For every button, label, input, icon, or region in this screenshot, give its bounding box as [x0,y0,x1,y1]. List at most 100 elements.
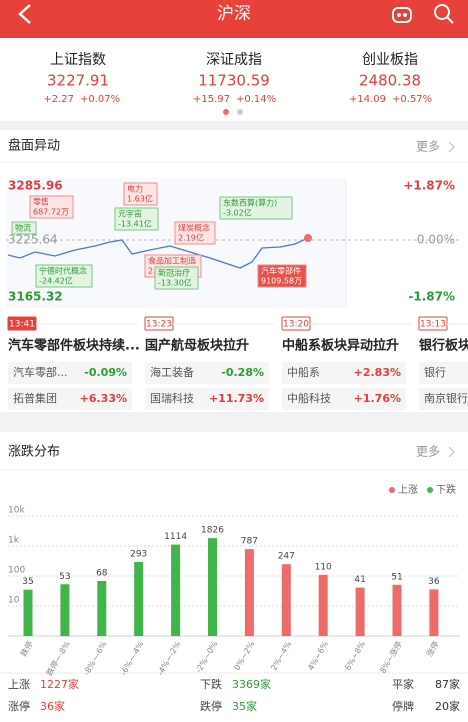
search-icon[interactable] [434,4,454,24]
stock-name: 中船科技 [287,391,331,405]
annotation-box[interactable] [35,264,93,288]
index-change: +15.97 [193,94,230,105]
x-tick-label: -4%~-2% [156,639,183,677]
stat-value: 20家 [435,699,460,713]
stock-name: 银行 [424,365,446,379]
stock-name: 南京银行 [424,391,468,405]
value-label: 51 [391,572,402,582]
annotation-amount: 1.63亿 [127,194,153,204]
bar [244,549,254,636]
header-bar [0,0,468,38]
annotation-name: 元宇宙 [118,209,142,219]
stat-label: 涨停 [8,699,30,713]
event-time: 13:41 [9,320,35,330]
value-label: 35 [22,577,33,587]
event-title: 中船系板块异动拉升 [282,338,399,354]
bar [318,574,328,636]
bar [134,561,144,636]
annotation-name: 煤炭概念 [178,223,210,233]
y-tick-label: 10 [8,596,20,606]
value-label: 293 [130,549,147,559]
event-time: 13:13 [420,320,446,330]
stock-name: 汽车零部... [13,365,68,379]
bar [97,581,107,636]
header-title: 沪深 [217,4,251,24]
bar [23,589,33,636]
legend-dot [389,487,395,493]
index-change-pct: +0.14% [236,94,276,105]
annotation-box[interactable] [219,196,293,220]
annotation-name: 新冠治疗 [158,268,190,278]
more-link: 更多 [416,445,440,459]
annotation-box[interactable] [11,221,37,235]
value-label: 787 [241,537,258,547]
annotation-box[interactable] [174,221,216,245]
stock-change: +11.73% [209,392,264,405]
annotation-amount: -3.02亿 [223,208,252,218]
index-change-pct: +0.57% [392,94,432,105]
bar [208,538,217,636]
stock-change: -0.09% [84,366,127,379]
robot-icon[interactable] [392,7,412,23]
annotation-name: 东数西算(算力) [223,198,277,208]
annotation-name: 电力 [127,184,143,194]
event-title: 国产航母板块拉升 [145,338,249,354]
y-tick-label: 1k [8,536,20,546]
stock-change: +6.33% [80,392,127,405]
stock-item[interactable] [282,388,406,410]
stock-item[interactable] [419,388,468,410]
stock-item[interactable] [419,362,468,384]
index-name: 创业板指 [362,52,418,68]
value-label: 41 [354,575,365,585]
legend-label: 上涨 [398,484,418,496]
more-arrow[interactable] [448,141,455,153]
annotation-name: 汽车零部件 [261,266,301,276]
bar [281,564,291,636]
stock-change: +1.76% [354,392,401,405]
index-value: 3227.91 [47,72,109,90]
value-label: 68 [96,569,108,579]
bar [355,587,365,636]
more-arrow[interactable] [448,446,455,458]
stat-label: 下跌 [200,677,222,691]
index-value: 11730.59 [198,72,270,90]
stat-value: 35家 [232,699,257,713]
stock-name: 国瑞科技 [150,391,194,405]
annotation-amount: 2.19亿 [178,233,204,243]
annotation-box[interactable] [29,195,74,219]
pct-low: -1.87% [408,290,455,304]
index-change-pct: +0.07% [80,94,120,105]
annotation-amount: -24.42亿 [39,276,73,286]
section-title: 涨跌分布 [8,444,60,460]
intraday-line [7,237,309,269]
back-button[interactable] [18,4,31,24]
stat-label: 跌停 [200,699,222,713]
pct-mid: 0.00% [417,233,455,247]
stock-item[interactable] [282,362,406,384]
annotation-box[interactable] [114,207,159,231]
stock-item[interactable] [145,362,269,384]
page-dot [223,109,229,115]
index-name: 上证指数 [50,52,106,68]
annotation-amount: -13.41亿 [118,219,152,229]
stat-value: 36家 [40,699,65,713]
index-value: 2480.38 [359,72,421,90]
event-time: 13:20 [283,320,309,330]
stock-item[interactable] [8,362,132,384]
event-time: 13:23 [146,320,172,330]
x-tick-label: -8%~-6% [82,639,109,677]
value-label: 1114 [164,532,187,542]
page-dot [237,109,243,115]
stock-item[interactable] [8,388,132,410]
annotation-box[interactable] [123,182,158,206]
stat-label: 平家 [392,677,414,691]
stock-item[interactable] [145,388,269,410]
index-change: +14.09 [349,94,386,105]
annotation-box[interactable] [154,266,199,290]
pct-high: +1.87% [403,179,455,193]
x-tick-label: -2%~0% [194,639,219,674]
annotation-box[interactable] [257,264,307,288]
stock-name: 海工装备 [150,365,194,379]
stock-change: +2.83% [354,366,401,379]
